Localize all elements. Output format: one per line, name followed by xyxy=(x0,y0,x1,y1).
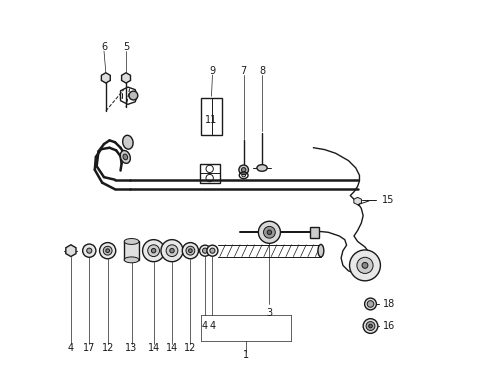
Circle shape xyxy=(363,319,378,333)
Circle shape xyxy=(366,322,375,331)
Circle shape xyxy=(143,239,165,262)
Circle shape xyxy=(365,298,376,310)
Text: 12: 12 xyxy=(101,343,114,353)
Ellipse shape xyxy=(124,238,139,244)
Circle shape xyxy=(186,246,195,255)
Circle shape xyxy=(166,245,178,256)
Text: 8: 8 xyxy=(259,66,265,76)
Circle shape xyxy=(239,165,249,175)
Text: 18: 18 xyxy=(384,299,396,309)
Circle shape xyxy=(369,324,372,328)
Circle shape xyxy=(99,242,116,259)
Text: 11: 11 xyxy=(205,115,217,125)
Circle shape xyxy=(267,230,272,234)
Polygon shape xyxy=(354,197,361,205)
Circle shape xyxy=(264,227,276,238)
Ellipse shape xyxy=(120,151,131,163)
FancyBboxPatch shape xyxy=(310,227,319,238)
Circle shape xyxy=(258,221,280,243)
Circle shape xyxy=(151,248,156,253)
Ellipse shape xyxy=(318,244,324,257)
Circle shape xyxy=(87,248,92,253)
Circle shape xyxy=(83,244,96,257)
Circle shape xyxy=(182,242,198,259)
Text: 13: 13 xyxy=(125,343,138,353)
Circle shape xyxy=(210,248,215,253)
Text: 6: 6 xyxy=(101,42,107,52)
Circle shape xyxy=(367,301,374,307)
Text: 7: 7 xyxy=(240,66,247,76)
Text: 15: 15 xyxy=(382,195,394,205)
Text: 9: 9 xyxy=(209,66,216,76)
Circle shape xyxy=(103,246,112,255)
Circle shape xyxy=(129,91,138,100)
Circle shape xyxy=(200,245,211,256)
Polygon shape xyxy=(66,245,76,256)
Circle shape xyxy=(189,249,192,252)
Text: 12: 12 xyxy=(184,343,196,353)
Text: 3: 3 xyxy=(266,308,273,318)
Polygon shape xyxy=(121,73,131,83)
Ellipse shape xyxy=(123,154,128,160)
Circle shape xyxy=(357,257,373,273)
Text: 4: 4 xyxy=(68,343,74,353)
Text: 14: 14 xyxy=(166,343,178,353)
Circle shape xyxy=(148,245,159,256)
Circle shape xyxy=(362,262,368,268)
Circle shape xyxy=(241,168,246,172)
Circle shape xyxy=(170,248,174,253)
Text: 16: 16 xyxy=(384,321,396,331)
Circle shape xyxy=(203,248,208,253)
Ellipse shape xyxy=(123,135,133,149)
Circle shape xyxy=(349,250,381,281)
Polygon shape xyxy=(101,73,110,83)
FancyBboxPatch shape xyxy=(124,241,139,260)
Text: 1: 1 xyxy=(243,351,250,361)
Text: 4: 4 xyxy=(209,321,216,331)
Circle shape xyxy=(207,245,218,256)
Text: 4: 4 xyxy=(202,321,208,331)
Circle shape xyxy=(161,239,183,262)
Text: 14: 14 xyxy=(147,343,160,353)
Text: 17: 17 xyxy=(83,343,96,353)
Ellipse shape xyxy=(124,257,139,263)
Text: 5: 5 xyxy=(123,42,129,52)
Circle shape xyxy=(106,249,109,252)
Ellipse shape xyxy=(257,165,267,171)
